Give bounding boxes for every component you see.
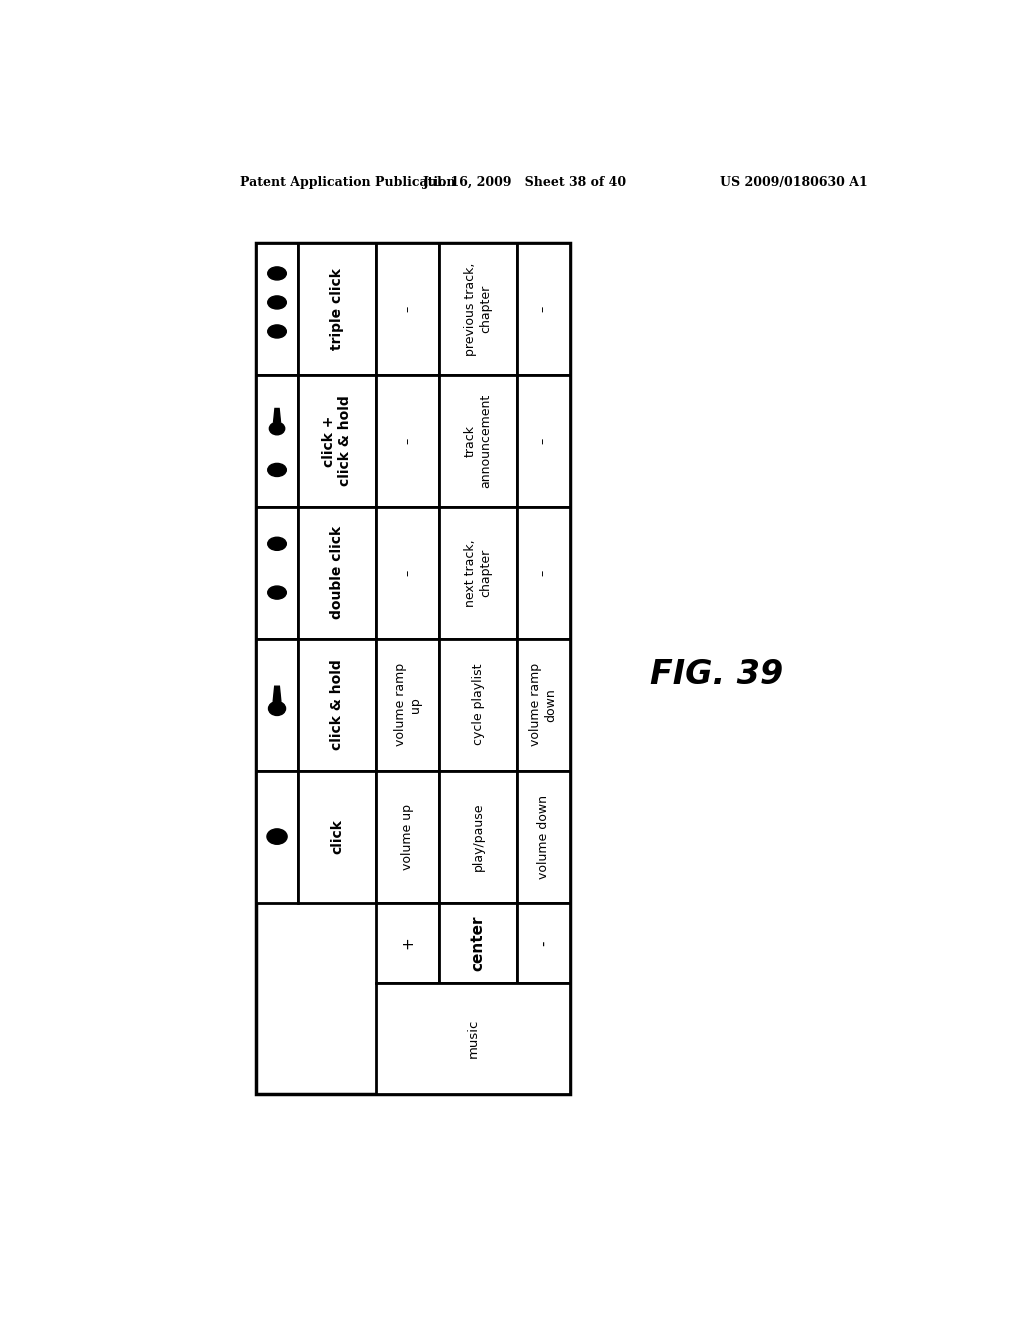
- Text: US 2009/0180630 A1: US 2009/0180630 A1: [720, 176, 868, 189]
- Text: play/pause: play/pause: [472, 803, 484, 871]
- Bar: [376, 507, 439, 639]
- Bar: [517, 771, 569, 903]
- Text: click +
click & hold: click + click & hold: [322, 396, 352, 486]
- Bar: [376, 771, 439, 903]
- Bar: [256, 639, 298, 771]
- Text: volume up: volume up: [401, 804, 414, 870]
- Text: FIG. 39: FIG. 39: [650, 657, 783, 690]
- Polygon shape: [273, 686, 281, 702]
- Bar: [517, 507, 569, 639]
- Bar: [298, 639, 376, 771]
- Bar: [376, 903, 439, 983]
- Ellipse shape: [268, 702, 286, 715]
- Text: –: –: [401, 306, 414, 312]
- Text: cycle playlist: cycle playlist: [472, 664, 484, 746]
- Bar: [376, 983, 569, 1094]
- Text: volume ramp
up: volume ramp up: [393, 663, 422, 746]
- Bar: [298, 771, 376, 903]
- Text: center: center: [471, 915, 485, 970]
- Text: click: click: [330, 820, 344, 854]
- Text: –: –: [537, 438, 550, 444]
- Bar: [256, 507, 298, 639]
- Bar: [517, 375, 569, 507]
- Bar: [298, 243, 376, 375]
- Bar: [439, 507, 517, 639]
- Polygon shape: [273, 408, 281, 422]
- Bar: [439, 771, 517, 903]
- Bar: [439, 903, 517, 983]
- Bar: [439, 243, 517, 375]
- Bar: [439, 375, 517, 507]
- Ellipse shape: [267, 829, 287, 845]
- Text: Jul. 16, 2009   Sheet 38 of 40: Jul. 16, 2009 Sheet 38 of 40: [423, 176, 627, 189]
- Bar: [298, 375, 376, 507]
- Bar: [256, 771, 298, 903]
- Text: previous track,
chapter: previous track, chapter: [464, 263, 493, 355]
- Text: –: –: [401, 570, 414, 576]
- Bar: [376, 375, 439, 507]
- Text: click & hold: click & hold: [330, 659, 344, 750]
- Text: volume ramp
down: volume ramp down: [529, 663, 557, 746]
- Text: double click: double click: [330, 527, 344, 619]
- Ellipse shape: [267, 325, 287, 338]
- Bar: [256, 375, 298, 507]
- Text: +: +: [400, 937, 415, 949]
- Text: –: –: [537, 570, 550, 576]
- Text: triple click: triple click: [330, 268, 344, 350]
- Ellipse shape: [267, 463, 287, 477]
- Bar: [439, 639, 517, 771]
- Bar: [517, 903, 569, 983]
- Ellipse shape: [267, 537, 287, 550]
- Text: –: –: [401, 438, 414, 444]
- Bar: [256, 243, 298, 375]
- Text: volume down: volume down: [537, 795, 550, 879]
- Ellipse shape: [269, 422, 285, 434]
- Bar: [517, 243, 569, 375]
- Bar: [376, 243, 439, 375]
- Bar: [376, 639, 439, 771]
- Text: Patent Application Publication: Patent Application Publication: [241, 176, 456, 189]
- Ellipse shape: [267, 296, 287, 309]
- Bar: [517, 639, 569, 771]
- Text: track
announcement: track announcement: [464, 393, 493, 488]
- Text: music: music: [466, 1019, 479, 1059]
- Bar: [298, 507, 376, 639]
- Ellipse shape: [267, 586, 287, 599]
- Text: next track,
chapter: next track, chapter: [464, 539, 493, 607]
- Text: –: –: [537, 306, 550, 312]
- Text: -: -: [536, 940, 551, 945]
- Bar: [256, 243, 569, 1094]
- Ellipse shape: [267, 267, 287, 280]
